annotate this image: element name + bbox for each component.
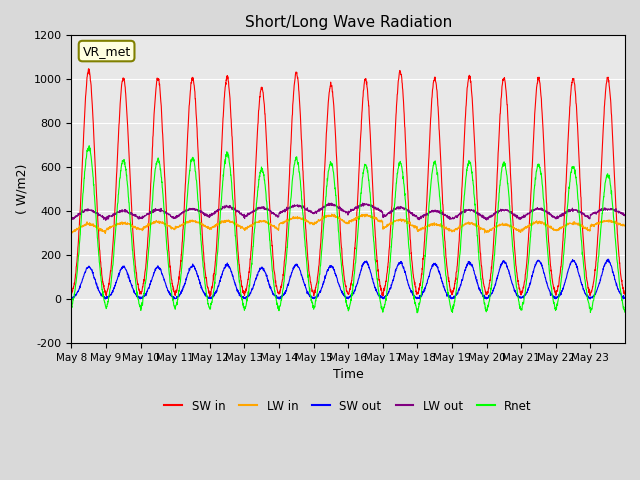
SW out [102,296,109,302]
SW out [621,296,628,301]
Legend: SW in, LW in, SW out, LW out, Rnet: SW in, LW in, SW out, LW out, Rnet [160,395,537,417]
SW in [382,279,390,285]
Line: LW out: LW out [72,203,625,220]
Rnet [413,310,421,316]
SW in [515,286,523,292]
SW out [243,294,250,300]
SW out [546,288,554,294]
Rnet [243,301,250,307]
SW out [605,256,612,262]
Y-axis label: ( W/m2): ( W/m2) [15,164,28,214]
LW in [621,223,628,228]
SW in [85,66,93,72]
LW in [102,230,109,236]
SW in [614,230,621,236]
Rnet [381,299,389,304]
Rnet [547,278,554,284]
SW in [243,286,250,291]
LW out [382,214,390,219]
Line: Rnet: Rnet [72,146,625,313]
Rnet [614,260,621,265]
SW out [68,295,76,301]
LW in [515,227,523,233]
X-axis label: Time: Time [333,368,364,381]
LW out [102,217,109,223]
Rnet [621,309,628,315]
LW out [547,211,554,217]
SW out [515,294,523,300]
LW out [621,213,628,218]
SW out [614,284,621,289]
LW in [382,224,390,229]
Title: Short/Long Wave Radiation: Short/Long Wave Radiation [244,15,452,30]
Rnet [123,178,131,183]
LW in [68,229,76,235]
SW out [123,269,131,275]
Line: LW in: LW in [72,214,625,233]
LW out [68,216,76,222]
SW out [381,294,389,300]
LW in [547,225,554,230]
Rnet [515,300,523,305]
Line: SW in: SW in [72,69,625,297]
Rnet [68,304,76,310]
SW in [547,260,554,265]
LW in [614,221,621,227]
Rnet [85,143,93,149]
LW out [325,200,333,206]
SW in [206,294,214,300]
SW in [123,110,131,116]
LW in [123,220,131,226]
LW out [243,213,250,218]
Text: VR_met: VR_met [83,45,131,58]
SW in [68,290,76,296]
LW out [123,208,131,214]
Line: SW out: SW out [72,259,625,299]
LW in [328,211,335,217]
SW in [621,291,628,297]
LW out [515,216,523,222]
LW out [614,209,621,215]
LW in [243,225,250,230]
